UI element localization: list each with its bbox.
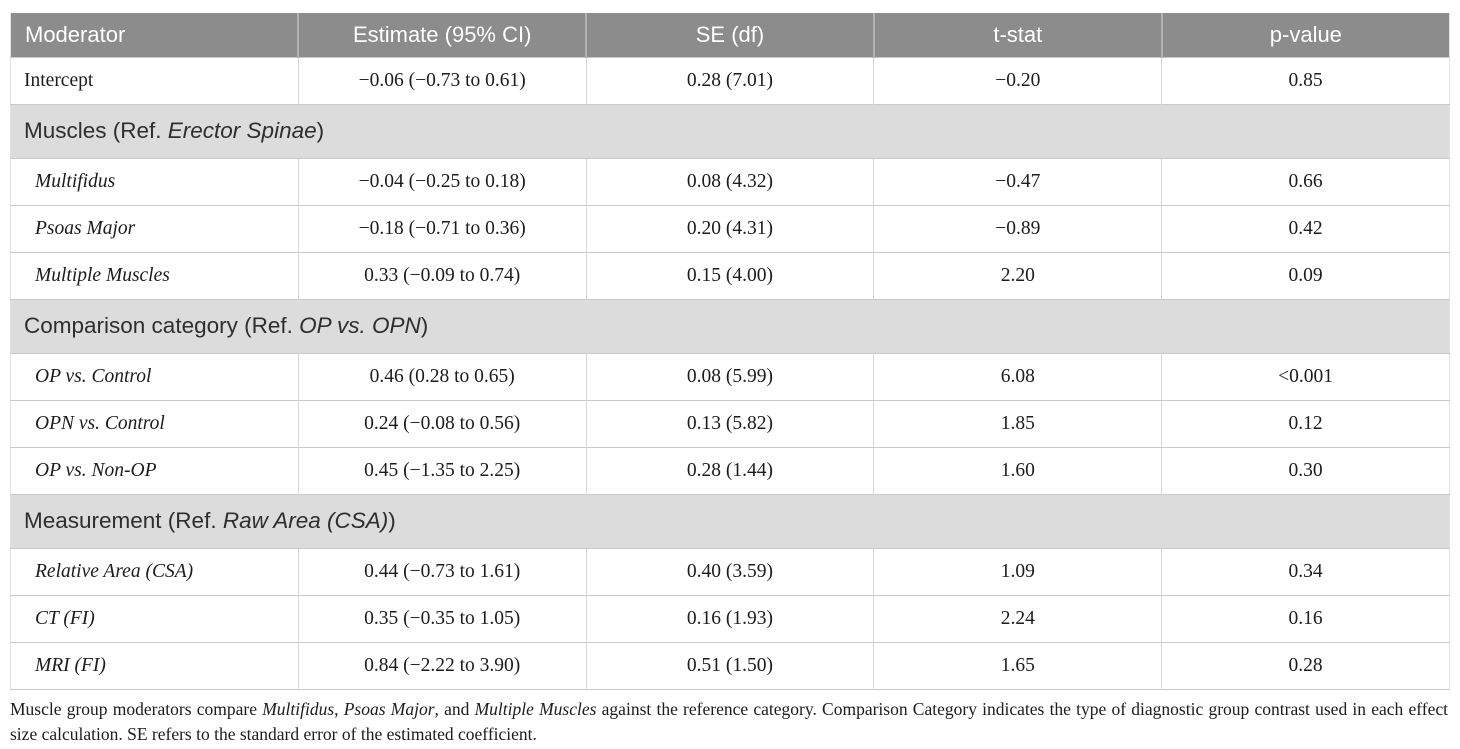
p-value-cell: 0.30 (1161, 446, 1450, 494)
t-stat-cell: −0.47 (873, 157, 1162, 205)
section-header-comparison-category: Comparison category (Ref. OP vs. OPN) (10, 298, 1450, 353)
footnote-italic-multiple-muscles: Multiple Muscles (474, 698, 597, 719)
se-cell: 0.28 (1.44) (585, 446, 874, 494)
table-row-opn-vs-control: OPN vs. Control 0.24 (−0.08 to 0.56) 0.1… (10, 399, 1450, 447)
estimate-cell: 0.33 (−0.09 to 0.74) (297, 251, 587, 299)
estimate-cell: −0.04 (−0.25 to 0.18) (297, 157, 587, 205)
footnote-text: , (334, 698, 344, 719)
moderator-cell: Relative Area (CSA) (10, 547, 299, 595)
p-value-cell: 0.66 (1161, 157, 1450, 205)
section-label: Measurement (Ref. Raw Area (CSA)) (10, 493, 1450, 548)
se-cell: 0.28 (7.01) (585, 56, 874, 104)
section-header-measurement: Measurement (Ref. Raw Area (CSA)) (10, 493, 1450, 548)
p-value-cell: 0.09 (1161, 251, 1450, 299)
moderator-cell: Psoas Major (10, 204, 299, 252)
estimate-cell: 0.44 (−0.73 to 1.61) (297, 547, 587, 595)
moderator-cell: MRI (FI) (10, 641, 299, 689)
estimate-cell: 0.46 (0.28 to 0.65) (297, 352, 587, 400)
t-stat-cell: 1.09 (873, 547, 1162, 595)
se-cell: 0.40 (3.59) (585, 547, 874, 595)
p-value-cell: 0.12 (1161, 399, 1450, 447)
column-header-se-df: SE (df) (585, 13, 874, 57)
table-row-op-vs-non-op: OP vs. Non-OP 0.45 (−1.35 to 2.25) 0.28 … (10, 446, 1450, 494)
estimate-cell: 0.35 (−0.35 to 1.05) (297, 594, 587, 642)
estimate-cell: 0.84 (−2.22 to 3.90) (297, 641, 587, 689)
header-row: Moderator Estimate (95% CI) SE (df) t-st… (10, 13, 1450, 57)
moderator-cell: Intercept (10, 56, 299, 104)
column-header-moderator: Moderator (10, 13, 299, 57)
p-value-cell: 0.34 (1161, 547, 1450, 595)
estimate-cell: −0.06 (−0.73 to 0.61) (297, 56, 587, 104)
t-stat-cell: −0.89 (873, 204, 1162, 252)
section-header-muscles: Muscles (Ref. Erector Spinae) (10, 103, 1450, 158)
footnote-text: against the reference category. Comparis… (10, 698, 1449, 744)
moderator-cell: OPN vs. Control (10, 399, 299, 447)
t-stat-cell: 6.08 (873, 352, 1162, 400)
t-stat-cell: 1.85 (873, 399, 1162, 447)
table-row-multiple-muscles: Multiple Muscles 0.33 (−0.09 to 0.74) 0.… (10, 251, 1450, 299)
column-header-t-stat: t-stat (872, 13, 1162, 57)
moderator-analysis-table: Moderator Estimate (95% CI) SE (df) t-st… (10, 13, 1450, 690)
t-stat-cell: 2.24 (873, 594, 1162, 642)
se-cell: 0.51 (1.50) (585, 641, 874, 689)
se-cell: 0.15 (4.00) (585, 251, 874, 299)
column-header-p-value: p-value (1160, 13, 1450, 57)
t-stat-cell: 1.65 (873, 641, 1162, 689)
estimate-cell: 0.45 (−1.35 to 2.25) (297, 446, 587, 494)
table-row-mri-fi: MRI (FI) 0.84 (−2.22 to 3.90) 0.51 (1.50… (10, 641, 1450, 689)
moderator-cell: Multifidus (10, 157, 299, 205)
t-stat-cell: −0.20 (873, 56, 1162, 104)
p-value-cell: 0.28 (1161, 641, 1450, 689)
table-row-intercept: Intercept −0.06 (−0.73 to 0.61) 0.28 (7.… (10, 56, 1450, 104)
section-label: Muscles (Ref. Erector Spinae) (10, 103, 1450, 158)
moderator-cell: OP vs. Non-OP (10, 446, 299, 494)
table-row-op-vs-control: OP vs. Control 0.46 (0.28 to 0.65) 0.08 … (10, 352, 1450, 400)
footnote-text: , and (434, 698, 475, 719)
table-row-multifidus: Multifidus −0.04 (−0.25 to 0.18) 0.08 (4… (10, 157, 1450, 205)
estimate-cell: −0.18 (−0.71 to 0.36) (297, 204, 587, 252)
se-cell: 0.08 (5.99) (585, 352, 874, 400)
table-row-ct-fi: CT (FI) 0.35 (−0.35 to 1.05) 0.16 (1.93)… (10, 594, 1450, 642)
section-label: Comparison category (Ref. OP vs. OPN) (10, 298, 1450, 353)
table-row-psoas-major: Psoas Major −0.18 (−0.71 to 0.36) 0.20 (… (10, 204, 1450, 252)
se-cell: 0.20 (4.31) (585, 204, 874, 252)
moderator-cell: OP vs. Control (10, 352, 299, 400)
p-value-cell: <0.001 (1161, 352, 1450, 400)
footnote-text: Muscle group moderators compare (10, 698, 263, 719)
footnote-italic-psoas-major: Psoas Major (343, 698, 435, 719)
se-cell: 0.13 (5.82) (585, 399, 874, 447)
moderator-cell: Multiple Muscles (10, 251, 299, 299)
p-value-cell: 0.85 (1161, 56, 1450, 104)
t-stat-cell: 1.60 (873, 446, 1162, 494)
se-cell: 0.08 (4.32) (585, 157, 874, 205)
t-stat-cell: 2.20 (873, 251, 1162, 299)
p-value-cell: 0.16 (1161, 594, 1450, 642)
moderator-cell: CT (FI) (10, 594, 299, 642)
column-header-estimate: Estimate (95% CI) (297, 13, 587, 57)
footnote-italic-multifidus: Multifidus (262, 698, 335, 719)
table-row-relative-area: Relative Area (CSA) 0.44 (−0.73 to 1.61)… (10, 547, 1450, 595)
table-footnote: Muscle group moderators compare Multifid… (10, 697, 1448, 747)
p-value-cell: 0.42 (1161, 204, 1450, 252)
estimate-cell: 0.24 (−0.08 to 0.56) (297, 399, 587, 447)
se-cell: 0.16 (1.93) (585, 594, 874, 642)
